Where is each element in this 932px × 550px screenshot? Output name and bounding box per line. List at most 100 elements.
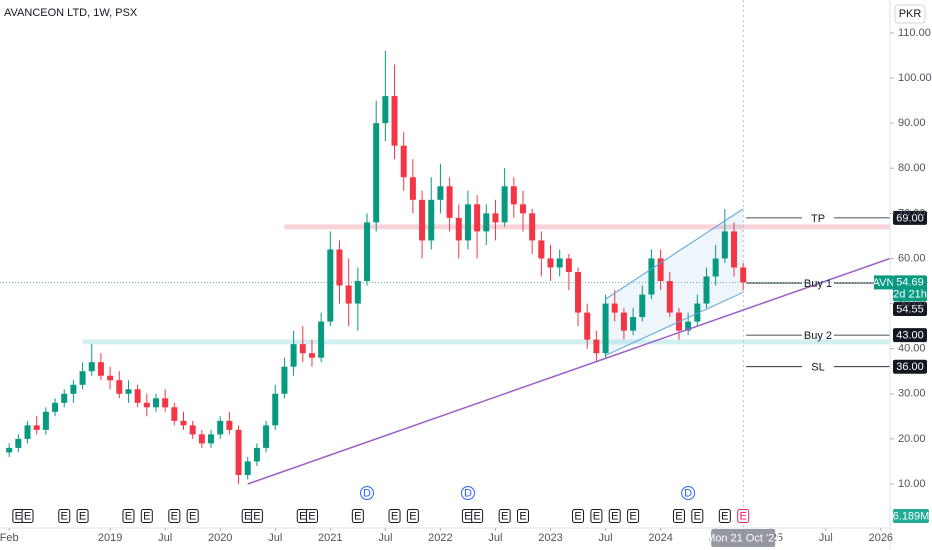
candle-body [88, 362, 95, 372]
candle-body [79, 371, 86, 385]
candle-body [492, 213, 499, 223]
candle-body [244, 461, 251, 475]
earnings-marker [122, 509, 135, 523]
level-name: SL [811, 362, 824, 374]
y-tick-label: 100.00 [898, 72, 932, 84]
volume-box [893, 509, 929, 523]
x-tick-label: 2023 [538, 532, 562, 544]
currency: PKR [899, 8, 922, 20]
candle-body [97, 362, 104, 376]
trendline [605, 208, 744, 300]
event-label: E [629, 510, 636, 522]
level-name: Buy 2 [804, 330, 832, 342]
x-tick-label: Jul [158, 532, 172, 544]
y-tick-label: 80.00 [898, 162, 926, 174]
level-price: 54.55 [896, 303, 924, 315]
candle-body [263, 425, 270, 448]
candle-body [584, 312, 591, 340]
level-price: 69.00 [896, 212, 924, 224]
candle-body [657, 258, 664, 282]
level-price-box [893, 302, 927, 317]
symbol-box [874, 275, 893, 290]
candle-body [24, 425, 31, 439]
candle-body [318, 321, 325, 358]
event-label: E [593, 510, 600, 522]
candle-body [143, 402, 150, 408]
level-price-box [893, 328, 927, 343]
currency-box[interactable] [894, 4, 926, 24]
candle-body [501, 186, 508, 223]
event-label: E [464, 510, 471, 522]
level-price-box [893, 359, 927, 374]
candle-body [409, 177, 416, 200]
y-tick-label: 30.00 [898, 388, 926, 400]
candle-body [547, 258, 554, 268]
candle-body [731, 231, 738, 268]
candle-body [593, 339, 600, 354]
event-label: E [694, 510, 701, 522]
earnings-marker [250, 509, 263, 523]
event-label: E [253, 510, 260, 522]
level-name: TP [811, 213, 825, 225]
candle-body [721, 231, 728, 259]
y-tick-label: 40.00 [898, 343, 926, 355]
y-tick-label: 60.00 [898, 252, 926, 264]
y-tick-label: 110.00 [898, 27, 931, 39]
event-label: E [24, 510, 31, 522]
candle-body [382, 96, 389, 124]
candle-body [171, 407, 178, 421]
candle-body [253, 447, 260, 462]
candle-body [575, 271, 582, 313]
x-tick-label: 2021 [318, 532, 342, 544]
last-price: 54.69 [896, 276, 924, 288]
earnings-marker [58, 509, 71, 523]
earnings-marker [590, 509, 603, 523]
candle-body [400, 145, 407, 178]
plot-area [0, 0, 891, 528]
candle-body [272, 393, 279, 426]
dividend-marker [360, 486, 375, 500]
level-price-box [893, 210, 927, 225]
candle-body [565, 258, 572, 272]
candle-body [208, 434, 215, 444]
crosshair-box [711, 529, 776, 547]
candle-body [373, 123, 380, 223]
event-label: E [143, 510, 150, 522]
candle-body [648, 258, 655, 295]
candle-body [364, 222, 371, 282]
earnings-marker [168, 509, 181, 523]
event-label: E [721, 510, 728, 522]
candle-body [217, 420, 224, 435]
candle-body [198, 434, 205, 444]
zone [284, 224, 890, 230]
candle-body [419, 199, 426, 241]
earnings-marker [305, 509, 318, 523]
candle-body [666, 281, 673, 313]
candle-body [15, 438, 22, 448]
y-tick-label: 90.00 [898, 117, 926, 129]
volume-label: 6.189M [893, 510, 930, 522]
candle-body [354, 281, 361, 304]
candle-body [6, 447, 13, 453]
event-label: D [464, 487, 472, 499]
candle-body [299, 344, 306, 354]
candle-body [345, 285, 352, 304]
candle-body [391, 96, 398, 146]
y-tick-label: 70.00 [898, 207, 926, 219]
candle-body [70, 384, 77, 394]
event-label: E [299, 510, 306, 522]
candle-body [685, 321, 692, 331]
event-label: E [171, 510, 178, 522]
earnings-marker [737, 509, 750, 523]
earnings-marker [76, 509, 89, 523]
trendline [605, 291, 744, 356]
earnings-marker [471, 509, 484, 523]
candle-body [620, 312, 627, 331]
candle-body [437, 186, 444, 200]
candle-body [125, 389, 132, 394]
candle-body [235, 429, 242, 475]
candle-body [107, 375, 114, 381]
event-label: E [740, 510, 747, 522]
event-label: E [409, 510, 416, 522]
candle-body [42, 411, 49, 430]
